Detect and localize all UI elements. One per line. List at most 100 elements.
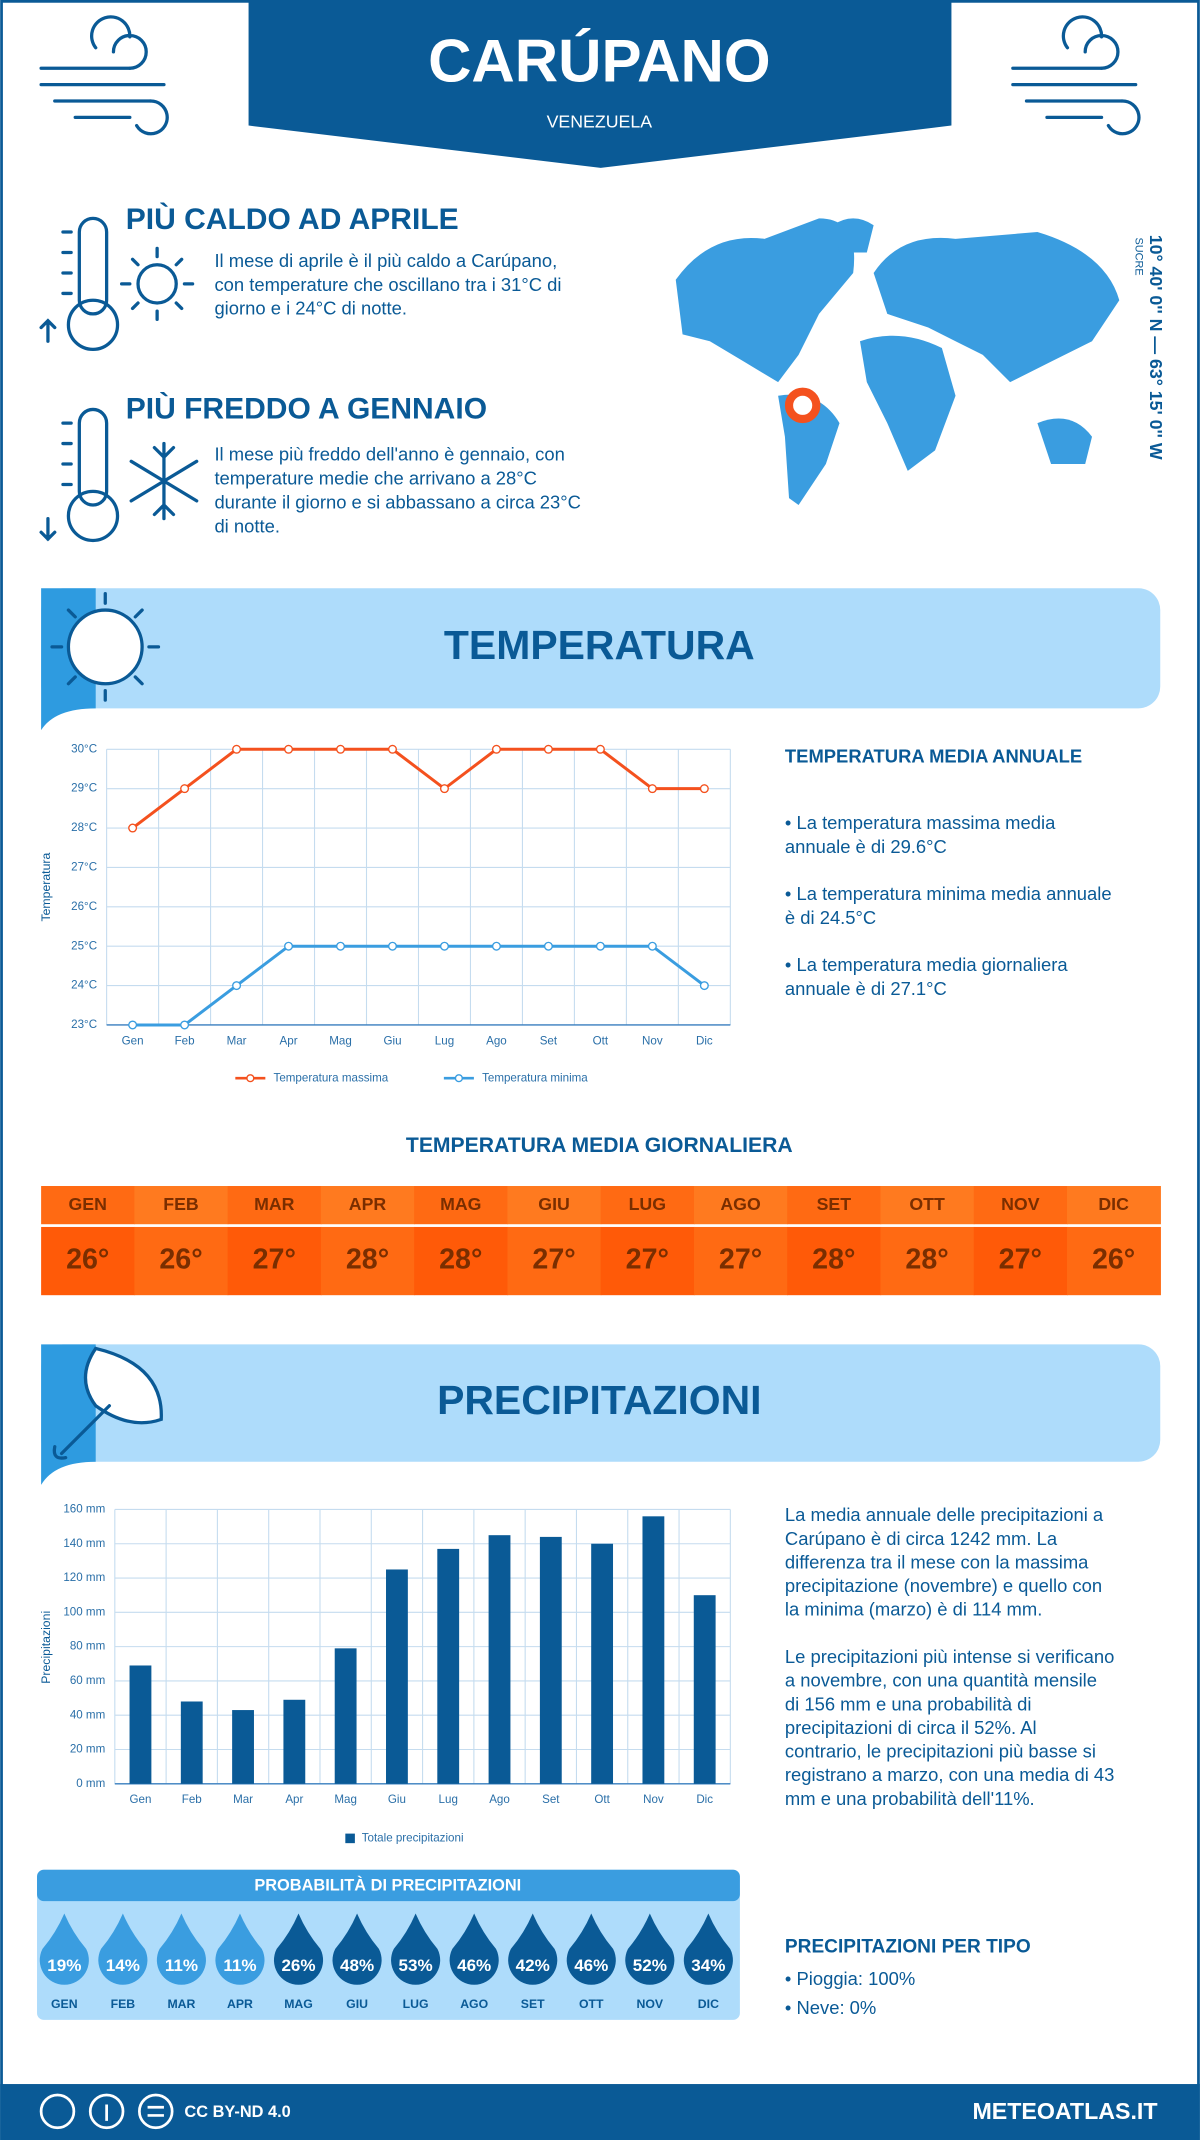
y-tick-label: 30°C [71, 742, 97, 755]
country: VENEZUELA [547, 112, 653, 132]
summary-text: precipitazione (novembre) e quello con [785, 1575, 1102, 1596]
point [595, 941, 605, 951]
type-item: • Pioggia: 100% [785, 1968, 915, 1989]
x-tick-label: Nov [643, 1793, 664, 1806]
table-header-cell [880, 1186, 975, 1225]
month-label: LUG [403, 1997, 429, 2011]
fact-title: PIÙ FREDDO A GENNAIO [126, 392, 487, 426]
daily-temperature: 27° [626, 1244, 669, 1276]
month-label: GEN [69, 1194, 107, 1214]
month-label: AGO [460, 1997, 488, 2011]
x-tick-label: Nov [642, 1034, 663, 1047]
license: CC BY-ND 4.0 [184, 2103, 290, 2121]
month-label: OTT [909, 1194, 945, 1214]
point [387, 941, 397, 951]
bar [539, 1536, 562, 1784]
probability-label: 46% [457, 1956, 491, 1975]
y-tick-label: 26°C [71, 900, 97, 913]
x-tick-label: Mag [334, 1793, 357, 1806]
x-tick-label: Feb [175, 1034, 195, 1047]
month-label: MAG [284, 1997, 313, 2011]
probability-drop [508, 1913, 558, 1985]
y-tick-label: 27°C [71, 860, 97, 873]
bar [180, 1701, 203, 1784]
summary-text: Le precipitazioni più intense si verific… [785, 1646, 1114, 1667]
y-tick-label: 23°C [71, 1018, 97, 1031]
month-label: AGO [720, 1194, 761, 1214]
x-tick-label: Giu [383, 1034, 401, 1047]
point [284, 941, 294, 951]
x-tick-label: Lug [439, 1793, 458, 1806]
daily-temperature: 27° [719, 1244, 762, 1276]
probability-label: 11% [223, 1956, 256, 1975]
probability-drop [391, 1913, 441, 1985]
table-header-cell [1066, 1186, 1161, 1225]
summary-text: Carúpano è di circa 1242 mm. La [785, 1528, 1058, 1549]
daily-temperature: 28° [812, 1244, 855, 1276]
header-banner [248, 0, 952, 168]
fact-text: Il mese di aprile è il più caldo a Carúp… [214, 250, 557, 271]
point [284, 744, 294, 754]
probability-drop [273, 1913, 324, 1985]
city-title: CARÚPANO [428, 27, 770, 94]
types-title: PRECIPITAZIONI PER TIPO [785, 1937, 1031, 1958]
legend-swatch [454, 1074, 463, 1083]
y-tick-label: 40 mm [70, 1708, 105, 1721]
y-tick-label: 0 mm [76, 1777, 105, 1790]
probability-label: 19% [47, 1956, 81, 1975]
x-tick-label: Apr [280, 1034, 298, 1047]
point [232, 744, 242, 754]
table-header-cell [320, 1186, 415, 1225]
thermometer-cold-icon [39, 407, 199, 543]
summary-text: la minima (marzo) è di 114 mm. [785, 1599, 1042, 1620]
probability-label: 52% [633, 1956, 667, 1975]
daily-temperature: 28° [905, 1244, 948, 1276]
point [336, 941, 346, 951]
series-line [131, 747, 705, 830]
legend-label: Temperatura minima [482, 1071, 588, 1084]
table-header-cell [693, 1186, 788, 1225]
y-tick-label: 29°C [71, 782, 97, 795]
legend-swatch [345, 1833, 355, 1844]
x-tick-label: Dic [696, 1793, 713, 1806]
x-tick-label: Lug [435, 1034, 454, 1047]
point [180, 784, 190, 794]
probability-drop [449, 1913, 499, 1985]
point [647, 784, 657, 794]
fact-text: giorno e i 24°C di notte. [214, 298, 407, 319]
month-label: APR [227, 1997, 253, 2011]
month-label: DIC [1098, 1194, 1129, 1214]
point [543, 941, 553, 951]
x-tick-label: Ago [486, 1034, 507, 1047]
month-label: MAG [440, 1194, 481, 1214]
probability-label: 26% [281, 1956, 315, 1975]
table-header-cell [414, 1186, 509, 1225]
fact-text: Il mese più freddo dell'anno è gennaio, … [214, 444, 564, 465]
month-label: GEN [51, 1997, 78, 2011]
month-label: NOV [637, 1997, 664, 2011]
month-label: MAR [167, 1997, 195, 2011]
daily-temperature: 27° [999, 1244, 1042, 1276]
month-label: LUG [629, 1194, 666, 1214]
x-tick-label: Feb [182, 1793, 202, 1806]
x-tick-label: Ott [593, 1034, 609, 1047]
table-cell [880, 1226, 975, 1296]
table-cell [134, 1226, 229, 1296]
daily-temperature: 28° [346, 1244, 389, 1276]
summary-text: La media annuale delle precipitazioni a [785, 1504, 1104, 1525]
wind-icon [39, 15, 169, 136]
point [180, 1020, 190, 1030]
probability-label: 53% [399, 1956, 433, 1975]
point [387, 744, 397, 754]
y-axis-label: Temperatura [39, 853, 53, 922]
month-label: FEB [111, 1997, 136, 2011]
x-tick-label: Mar [227, 1034, 247, 1047]
world-map [675, 218, 1120, 505]
probability-label: 11% [165, 1956, 198, 1975]
license-icons [39, 2093, 174, 2130]
month-label: GIU [538, 1194, 570, 1214]
legend-label: Totale precipitazioni [362, 1831, 464, 1844]
probability-drop [39, 1913, 89, 1985]
point [699, 981, 709, 991]
table-cell [787, 1226, 882, 1296]
